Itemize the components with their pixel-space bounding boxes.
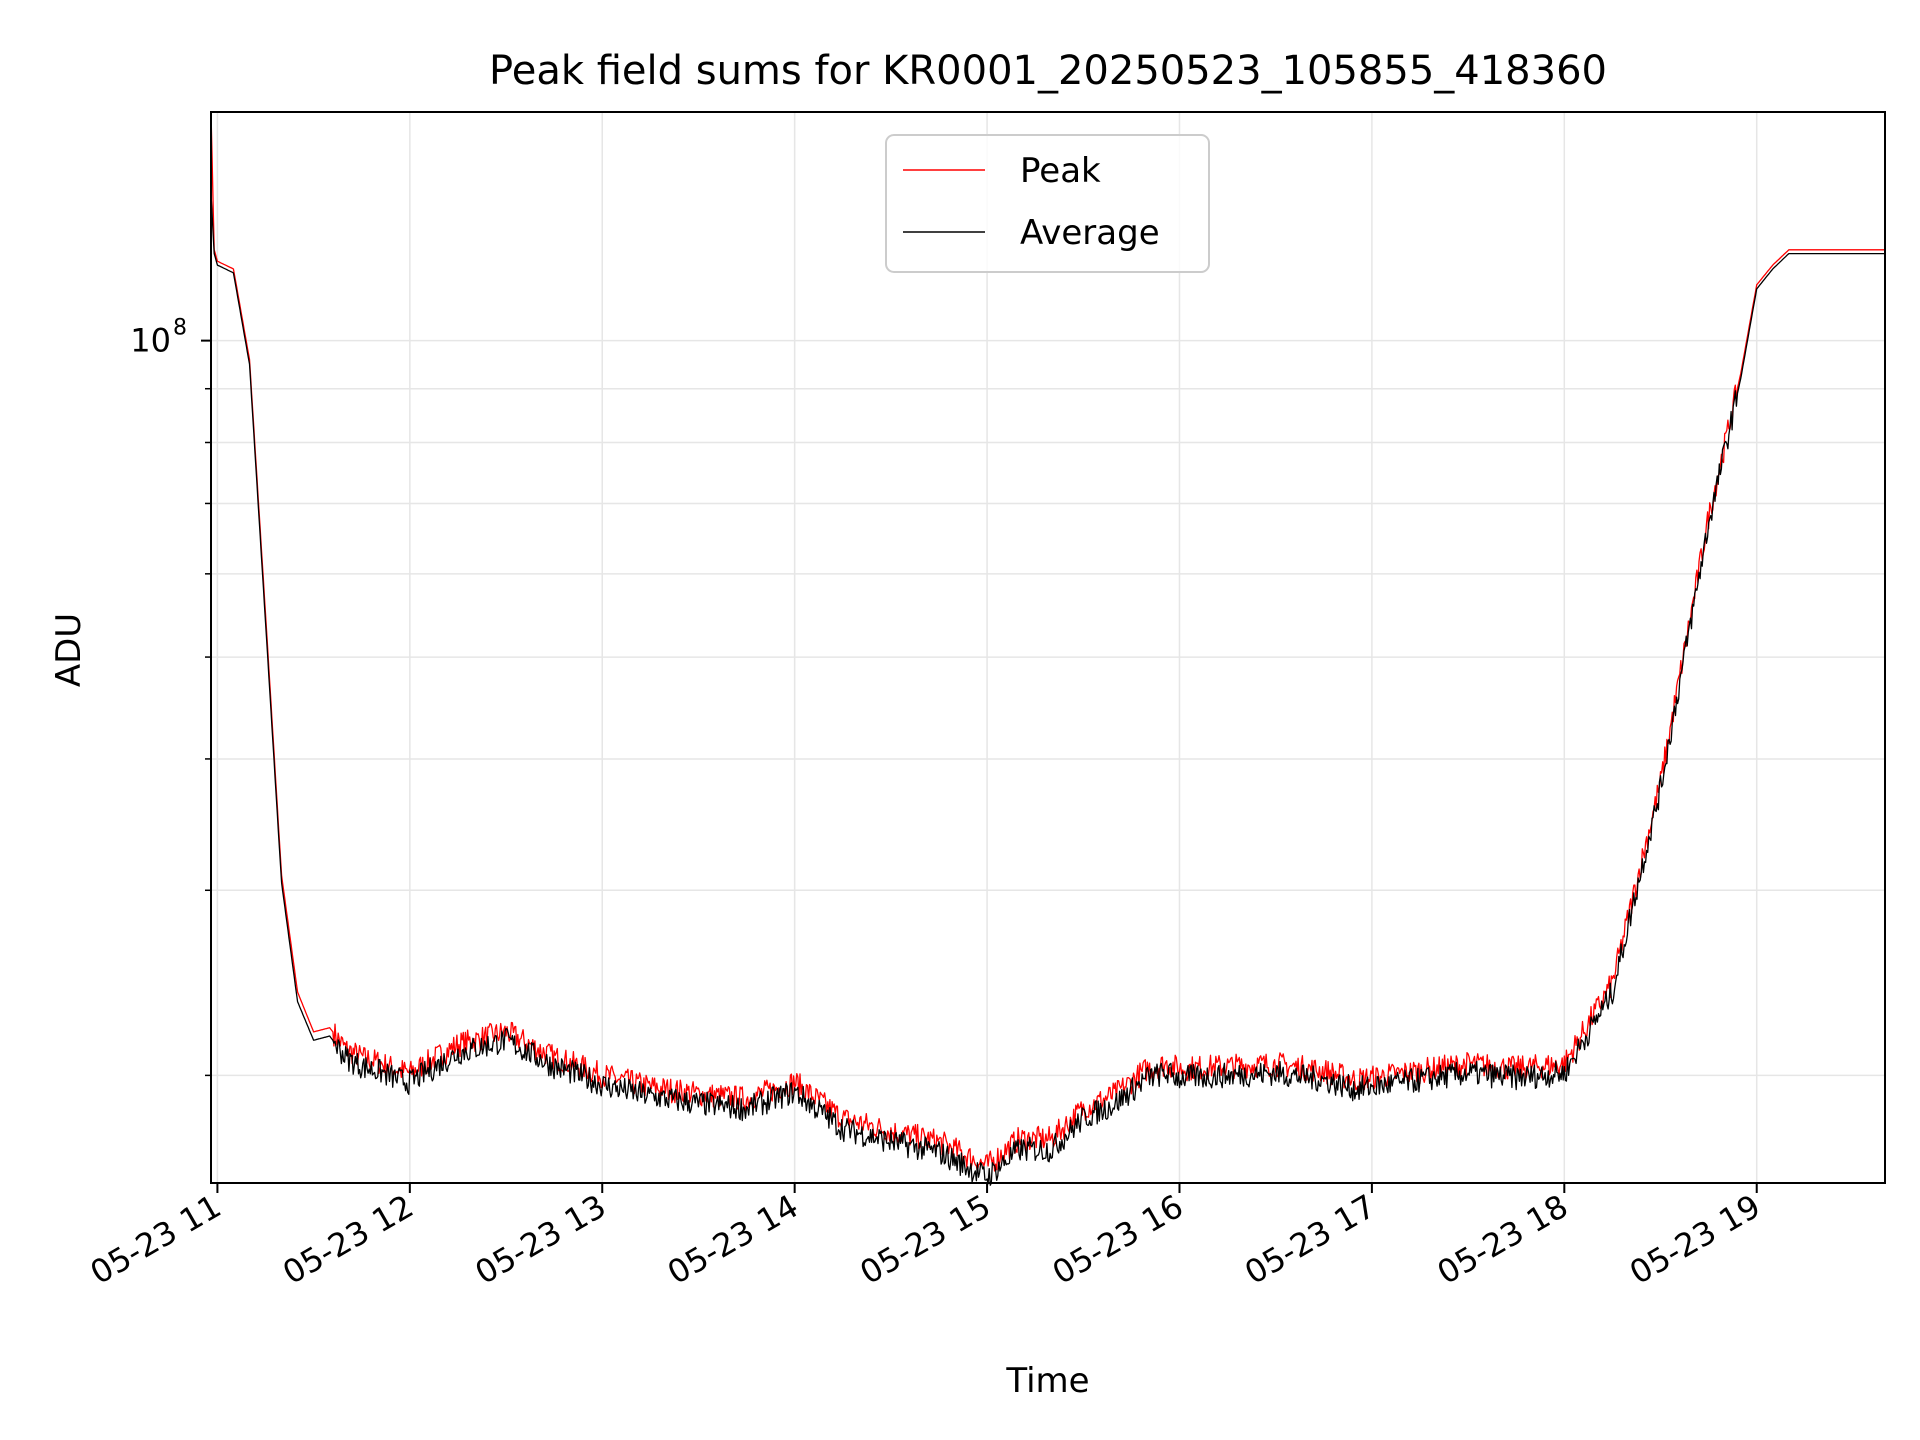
y-axis: 10 8	[130, 316, 211, 1077]
x-axis-label: Time	[1005, 1361, 1089, 1401]
y-tick-label-exponent: 8	[173, 316, 187, 341]
legend: Peak Average	[885, 134, 1210, 273]
y-tick-label: 10	[130, 322, 171, 360]
legend-label-average: Average	[1020, 213, 1160, 253]
plot-frame	[210, 111, 1886, 1184]
chart-title: Peak field sums for KR0001_20250523_1058…	[489, 48, 1607, 94]
y-axis-label: ADU	[49, 613, 89, 687]
series-line-average	[210, 193, 1885, 1186]
series-layer	[210, 111, 1885, 1186]
legend-label-peak: Peak	[1020, 151, 1101, 191]
